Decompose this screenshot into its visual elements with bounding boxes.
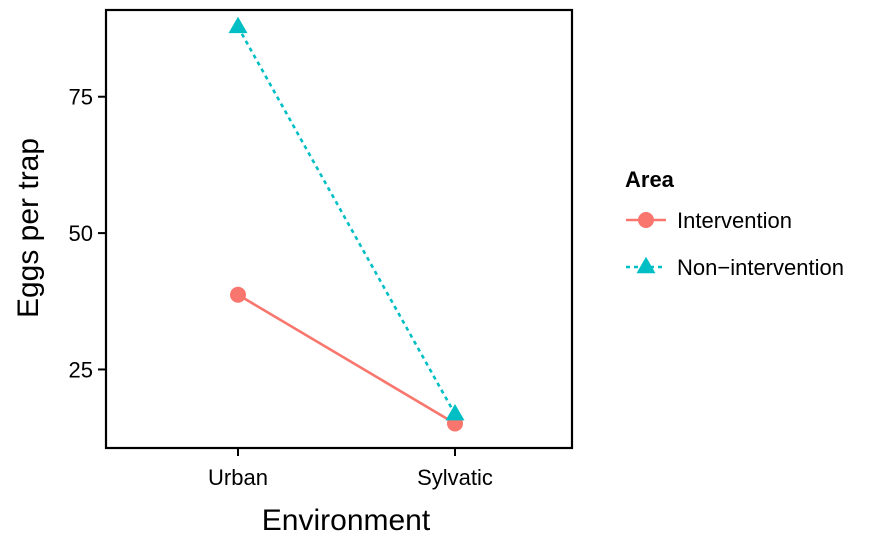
- x-axis-title: Environment: [262, 504, 431, 533]
- data-point-non-intervention: [228, 16, 248, 34]
- y-tick-label: 50: [69, 221, 93, 246]
- series-line-non-intervention: [236, 26, 457, 415]
- legend-title: Area: [625, 167, 675, 192]
- data-point-non-intervention: [445, 403, 465, 421]
- legend: Area Intervention Non−intervention: [625, 167, 844, 280]
- legend-label-non-intervention: Non−intervention: [677, 255, 844, 280]
- series-line-intervention: [237, 293, 456, 425]
- y-tick-label: 75: [69, 85, 93, 110]
- y-tick-label: 25: [69, 357, 93, 382]
- x-tick-label: Sylvatic: [417, 465, 493, 490]
- legend-label-intervention: Intervention: [677, 208, 792, 233]
- y-axis-title: Eggs per trap: [12, 138, 45, 318]
- x-tick-label: Urban: [208, 465, 268, 490]
- plot-area: [228, 16, 465, 432]
- axes: 25 50 75 Urban Sylvatic: [69, 8, 574, 490]
- legend-key-marker-non-intervention: [636, 256, 656, 274]
- data-point-intervention: [230, 286, 246, 303]
- legend-key-marker-intervention: [638, 212, 654, 228]
- plot-border: [104, 8, 574, 450]
